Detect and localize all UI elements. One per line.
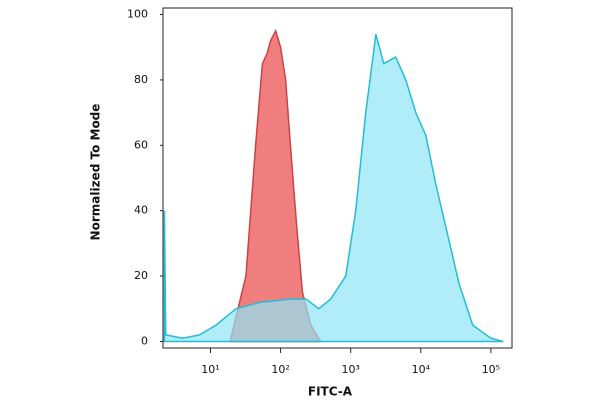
y-tick-label: 80 — [134, 73, 148, 86]
y-tick-label: 40 — [134, 204, 148, 217]
plot-frame — [162, 7, 513, 349]
y-tick-label: 60 — [134, 138, 148, 151]
x-tick-label: 10³ — [341, 363, 359, 376]
x-tick-label: 10¹ — [201, 363, 219, 376]
area — [229, 28, 322, 343]
y-axis-title: Normalized To Mode — [89, 104, 103, 241]
x-tick-label: 10² — [271, 363, 289, 376]
area — [163, 33, 504, 343]
x-tick-label: 10⁵ — [482, 363, 500, 376]
y-tick-label: 0 — [141, 334, 148, 347]
x-tick-label: 10⁴ — [412, 363, 431, 376]
y-tick-label: 100 — [127, 8, 148, 21]
y-tick-label: 20 — [134, 269, 148, 282]
x-axis-title: FITC-A — [308, 385, 353, 399]
